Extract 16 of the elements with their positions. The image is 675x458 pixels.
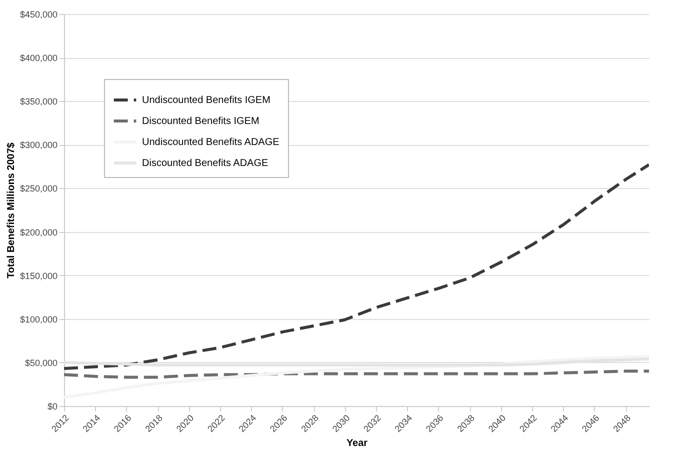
y-tick-label: $300,000	[20, 140, 58, 150]
y-tick-label: $400,000	[20, 53, 58, 64]
y-tick-label: $450,000	[20, 10, 58, 20]
legend-label: Discounted Benefits IGEM	[142, 116, 260, 127]
y-axis-title: Total Benefits Millions 2007$	[6, 142, 17, 278]
y-tick-label: $350,000	[20, 96, 58, 107]
y-tick-label: $100,000	[20, 314, 58, 324]
y-tick-label: $200,000	[20, 227, 58, 238]
x-axis-title: Year	[346, 438, 368, 450]
legend-label: Undiscounted Benefits ADAGE	[142, 137, 280, 148]
legend-label: Discounted Benefits ADAGE	[142, 158, 269, 169]
y-tick-label: $150,000	[20, 270, 58, 281]
y-tick-label: $0	[47, 402, 58, 412]
legend-label: Undiscounted Benefits IGEM	[142, 95, 270, 106]
y-tick-label: $250,000	[20, 184, 58, 194]
y-tick-label: $50,000	[24, 358, 58, 368]
